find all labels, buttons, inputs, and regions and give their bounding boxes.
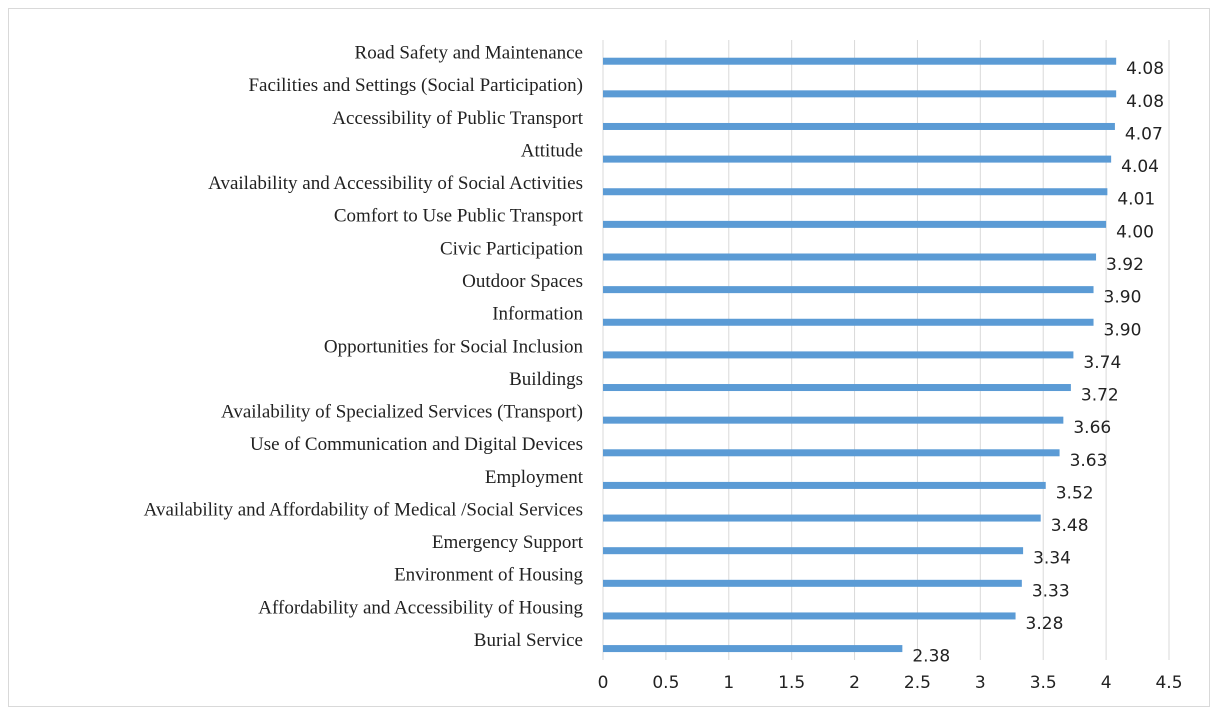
y-tick-label: Outdoor Spaces <box>462 271 583 292</box>
bar <box>603 155 1112 163</box>
y-tick-label: Burial Service <box>474 630 583 651</box>
x-tick-label: 1 <box>723 673 734 693</box>
y-tick-label: Opportunities for Social Inclusion <box>324 336 584 357</box>
y-tick-label: Buildings <box>509 369 583 390</box>
x-tick-label: 4 <box>1101 673 1112 693</box>
bar <box>603 514 1041 522</box>
bar <box>603 645 903 653</box>
value-label: 4.07 <box>1125 124 1163 144</box>
chart-border <box>8 8 1210 707</box>
y-tick-label: Use of Communication and Digital Devices <box>250 434 583 455</box>
value-label: 4.01 <box>1117 190 1155 210</box>
bar <box>603 384 1071 392</box>
bar <box>603 481 1046 489</box>
value-label: 3.72 <box>1081 386 1119 406</box>
x-tick-label: 1.5 <box>778 673 805 693</box>
y-tick-label: Environment of Housing <box>394 565 583 586</box>
bar <box>603 416 1064 424</box>
value-label: 2.38 <box>912 647 950 667</box>
value-label: 4.08 <box>1126 59 1164 79</box>
y-tick-label: Comfort to Use Public Transport <box>334 206 584 227</box>
value-label: 3.90 <box>1104 288 1142 308</box>
y-tick-label: Information <box>492 304 583 325</box>
bar <box>603 318 1094 326</box>
y-tick-label: Road Safety and Maintenance <box>355 43 583 64</box>
value-label: 3.74 <box>1083 353 1121 373</box>
x-tick-label: 4.5 <box>1155 673 1182 693</box>
x-tick-label: 2 <box>849 673 860 693</box>
bar <box>603 612 1016 620</box>
value-label: 3.63 <box>1070 451 1108 471</box>
value-label: 3.66 <box>1073 418 1111 438</box>
value-label: 3.28 <box>1026 614 1064 634</box>
value-label: 3.90 <box>1104 320 1142 340</box>
y-tick-label: Attitude <box>521 140 583 161</box>
bar <box>603 90 1117 98</box>
x-tick-label: 0.5 <box>652 673 679 693</box>
bar <box>603 253 1097 261</box>
x-tick-label: 0 <box>598 673 609 693</box>
bar <box>603 547 1024 555</box>
x-tick-label: 3 <box>975 673 986 693</box>
value-label: 4.04 <box>1121 157 1159 177</box>
y-tick-label: Accessibility of Public Transport <box>332 108 583 129</box>
value-label: 4.08 <box>1126 92 1164 112</box>
value-label: 3.34 <box>1033 549 1071 569</box>
bar <box>603 449 1060 457</box>
value-label: 3.33 <box>1032 581 1070 601</box>
bar <box>603 579 1022 587</box>
y-tick-label: Facilities and Settings (Social Particip… <box>248 75 583 96</box>
bar <box>603 286 1094 294</box>
bar <box>603 57 1117 65</box>
value-label: 3.92 <box>1106 255 1144 275</box>
value-label: 3.52 <box>1056 483 1094 503</box>
x-tick-label: 2.5 <box>904 673 931 693</box>
value-label: 4.00 <box>1116 222 1154 242</box>
y-tick-label: Employment <box>485 467 584 488</box>
bar <box>603 188 1108 196</box>
y-tick-label: Civic Participation <box>440 238 584 259</box>
bar <box>603 122 1115 130</box>
value-label: 3.48 <box>1051 516 1089 536</box>
bar <box>603 351 1074 359</box>
x-tick-label: 3.5 <box>1030 673 1057 693</box>
y-tick-label: Emergency Support <box>432 532 584 553</box>
bar <box>603 220 1107 228</box>
y-tick-label: Availability and Affordability of Medica… <box>144 499 583 520</box>
y-tick-label: Availability and Accessibility of Social… <box>208 173 583 194</box>
y-tick-label: Affordability and Accessibility of Housi… <box>258 597 583 618</box>
y-tick-label: Availability of Specialized Services (Tr… <box>221 402 583 423</box>
